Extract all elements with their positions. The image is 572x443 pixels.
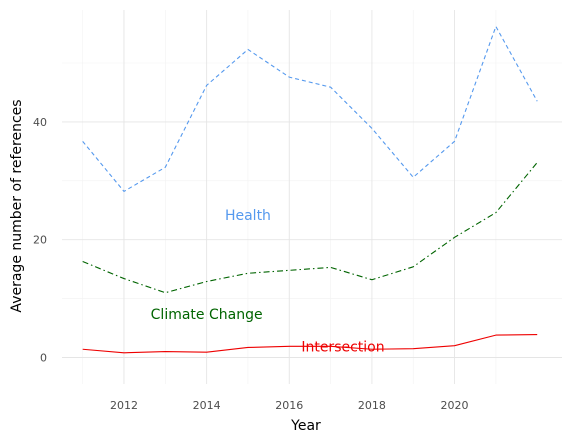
y-tick-label: 20	[33, 234, 47, 247]
x-tick-label: 2020	[441, 399, 469, 412]
series-label-climate-change: Climate Change	[151, 307, 263, 323]
series-labels: Health Climate Change Intersection	[151, 208, 385, 355]
x-tick-label: 2012	[110, 399, 138, 412]
series-label-health: Health	[225, 208, 271, 224]
series-line-climate-change	[83, 163, 538, 293]
x-axis-title: Year	[290, 418, 321, 434]
y-tick-label: 0	[40, 351, 47, 364]
x-tick-label: 2014	[193, 399, 221, 412]
y-tick-label: 40	[33, 116, 47, 129]
x-axis-ticks: 2012 2014 2016 2018 2020	[110, 399, 469, 412]
y-axis-ticks: 0 20 40	[33, 116, 47, 365]
y-axis-title: Average number of references	[9, 99, 25, 312]
series-layer	[83, 26, 538, 352]
grid	[62, 10, 562, 384]
x-tick-label: 2016	[275, 399, 303, 412]
x-tick-label: 2018	[358, 399, 386, 412]
series-label-intersection: Intersection	[301, 339, 384, 355]
series-line-health	[83, 26, 538, 191]
